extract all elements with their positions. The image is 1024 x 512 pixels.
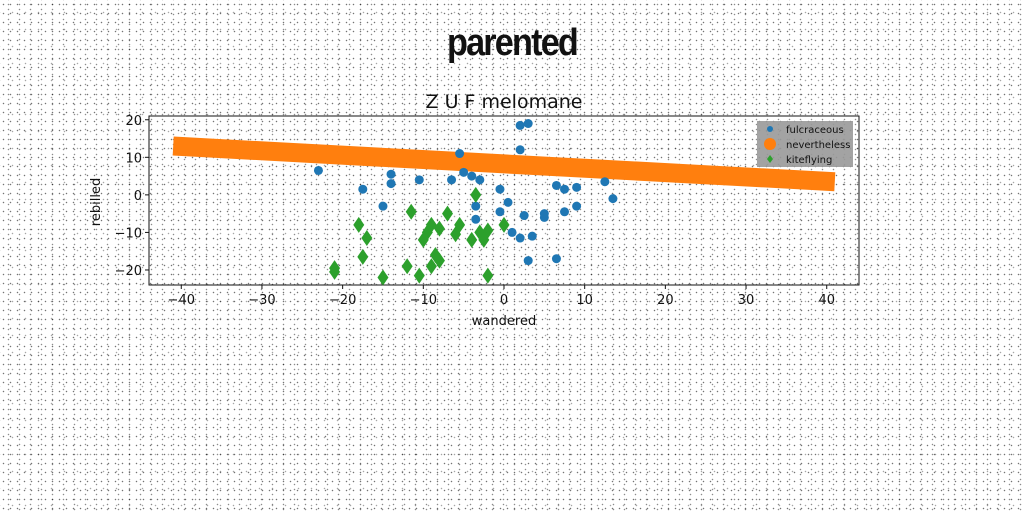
data-point-fulcraceous	[515, 120, 525, 130]
data-point-fulcraceous	[507, 227, 517, 237]
data-point-fulcraceous	[495, 184, 505, 194]
data-point-fulcraceous	[608, 194, 618, 204]
data-point-fulcraceous	[386, 169, 396, 179]
data-point-kiteflying	[470, 186, 482, 203]
x-tick-label: 0	[500, 293, 508, 308]
data-point-fulcraceous	[447, 175, 457, 185]
data-point-kiteflying	[442, 205, 454, 222]
data-point-kiteflying	[353, 216, 365, 233]
data-point-kiteflying	[413, 267, 425, 284]
data-point-fulcraceous	[572, 201, 582, 211]
legend-marker-fulcraceous	[767, 126, 773, 132]
x-tick-label: −40	[168, 293, 195, 308]
series-band-nevertheless	[172, 136, 836, 192]
data-point-kiteflying	[466, 231, 478, 248]
x-axis-label: wandered	[472, 314, 536, 329]
data-point-kiteflying	[454, 216, 466, 233]
data-point-fulcraceous	[527, 231, 537, 241]
data-point-fulcraceous	[358, 184, 368, 194]
x-tick-label: −20	[329, 293, 356, 308]
data-point-fulcraceous	[551, 180, 561, 190]
data-point-kiteflying	[377, 269, 389, 286]
data-point-kiteflying	[401, 258, 413, 275]
legend-marker-nevertheless	[764, 138, 776, 150]
data-point-kiteflying	[498, 216, 510, 233]
data-point-fulcraceous	[539, 209, 549, 219]
y-tick-label: 10	[125, 151, 142, 166]
data-point-fulcraceous	[378, 201, 388, 211]
data-point-fulcraceous	[503, 197, 513, 207]
data-point-fulcraceous	[471, 201, 481, 211]
x-tick-label: −30	[248, 293, 275, 308]
data-point-fulcraceous	[455, 149, 465, 159]
legend-label-fulcraceous: fulcraceous	[786, 125, 844, 136]
data-point-fulcraceous	[414, 175, 424, 185]
y-tick-label: −10	[115, 226, 142, 241]
data-point-fulcraceous	[475, 175, 485, 185]
data-point-kiteflying	[482, 222, 494, 239]
data-point-fulcraceous	[560, 184, 570, 194]
data-point-kiteflying	[482, 267, 494, 284]
y-tick-label: 20	[125, 114, 142, 129]
data-point-fulcraceous	[313, 165, 323, 175]
data-point-kiteflying	[433, 252, 445, 269]
data-point-fulcraceous	[523, 256, 533, 266]
data-point-fulcraceous	[495, 207, 505, 217]
data-point-kiteflying	[329, 263, 341, 280]
data-point-fulcraceous	[572, 182, 582, 192]
data-point-kiteflying	[357, 248, 369, 265]
data-point-fulcraceous	[515, 145, 525, 155]
legend-marker-kiteflying	[767, 155, 773, 163]
data-point-kiteflying	[405, 203, 417, 220]
x-tick-label: 30	[738, 293, 755, 308]
legend-label-nevertheless: nevertheless	[786, 140, 850, 151]
chart-title: Z U F melomane	[426, 91, 583, 113]
data-point-fulcraceous	[600, 177, 610, 187]
x-tick-label: 20	[657, 293, 674, 308]
y-tick-label: 0	[134, 189, 142, 204]
data-point-kiteflying	[429, 246, 441, 263]
data-point-kiteflying	[433, 220, 445, 237]
data-point-kiteflying	[425, 258, 437, 275]
legend: fulcraceous nevertheless kiteflying	[757, 121, 853, 167]
data-point-fulcraceous	[515, 233, 525, 243]
figure-suptitle: parented	[446, 22, 579, 64]
x-tick-label: 10	[576, 293, 593, 308]
y-tick-label: −20	[115, 264, 142, 279]
y-axis-label: rebilled	[89, 178, 104, 226]
data-point-fulcraceous	[459, 167, 469, 177]
legend-label-kiteflying: kiteflying	[786, 155, 832, 166]
data-point-fulcraceous	[560, 207, 570, 217]
x-tick-label: −10	[410, 293, 437, 308]
data-point-fulcraceous	[386, 179, 396, 189]
data-point-kiteflying	[361, 230, 373, 247]
x-tick-label: 40	[818, 293, 835, 308]
data-point-fulcraceous	[471, 214, 481, 224]
data-point-fulcraceous	[467, 171, 477, 181]
data-point-fulcraceous	[551, 254, 561, 264]
data-point-fulcraceous	[523, 119, 533, 129]
data-point-fulcraceous	[519, 211, 529, 221]
